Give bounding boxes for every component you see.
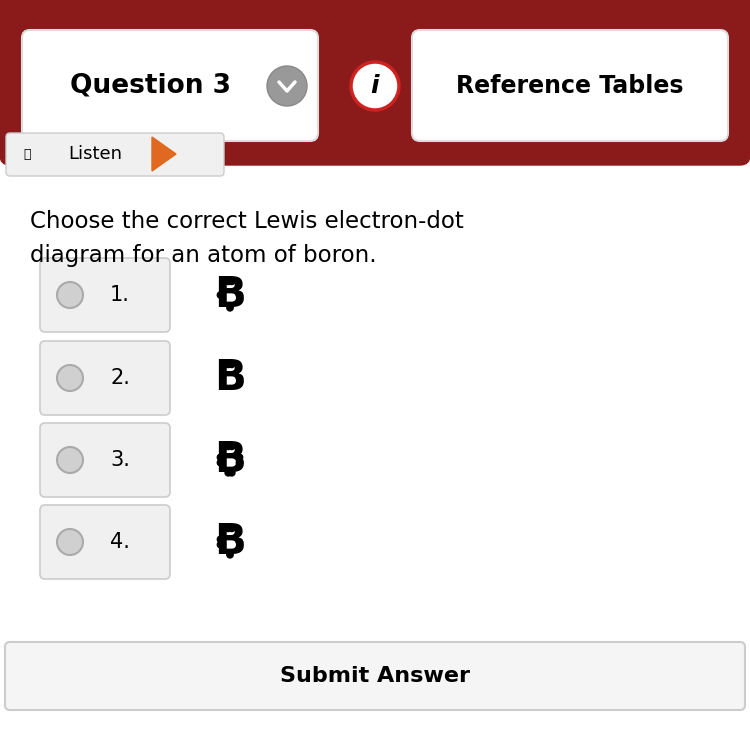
FancyBboxPatch shape [412,30,728,141]
Circle shape [217,460,223,466]
Polygon shape [152,137,176,171]
Circle shape [229,470,235,476]
FancyBboxPatch shape [40,341,170,415]
Circle shape [57,447,83,473]
Circle shape [229,362,235,368]
Text: 4.: 4. [110,532,130,552]
FancyBboxPatch shape [0,0,750,165]
Circle shape [236,538,243,545]
Circle shape [226,304,233,311]
Text: B: B [214,274,246,316]
Circle shape [351,62,399,110]
Circle shape [225,362,232,368]
Circle shape [217,292,223,298]
Text: i: i [370,74,380,98]
Text: Reference Tables: Reference Tables [456,74,684,98]
Text: Listen: Listen [68,145,122,163]
Circle shape [267,66,307,106]
FancyBboxPatch shape [40,423,170,497]
Text: Submit Answer: Submit Answer [280,666,470,686]
Text: Question 3: Question 3 [70,73,230,99]
Circle shape [236,292,243,298]
Circle shape [236,460,243,466]
Circle shape [225,278,232,284]
Circle shape [225,443,232,449]
Text: B: B [214,357,246,399]
Circle shape [57,282,83,308]
Circle shape [236,375,243,381]
Text: B: B [214,521,246,563]
Circle shape [217,542,223,548]
Circle shape [225,525,232,532]
FancyBboxPatch shape [22,30,318,141]
Circle shape [217,454,223,460]
Circle shape [229,278,235,284]
Text: 🔊: 🔊 [23,148,31,160]
Circle shape [226,551,233,558]
Text: Choose the correct Lewis electron-dot
diagram for an atom of boron.: Choose the correct Lewis electron-dot di… [30,210,463,267]
Circle shape [229,525,235,532]
FancyBboxPatch shape [5,642,745,710]
Circle shape [217,536,223,542]
Text: B: B [214,439,246,481]
Circle shape [57,529,83,555]
Text: 1.: 1. [110,285,130,305]
Circle shape [57,365,83,391]
Circle shape [225,470,232,476]
Circle shape [229,443,235,449]
Text: 3.: 3. [110,450,130,470]
FancyBboxPatch shape [40,258,170,332]
FancyBboxPatch shape [6,133,224,176]
Circle shape [236,454,243,460]
FancyBboxPatch shape [40,505,170,579]
Text: 2.: 2. [110,368,130,388]
